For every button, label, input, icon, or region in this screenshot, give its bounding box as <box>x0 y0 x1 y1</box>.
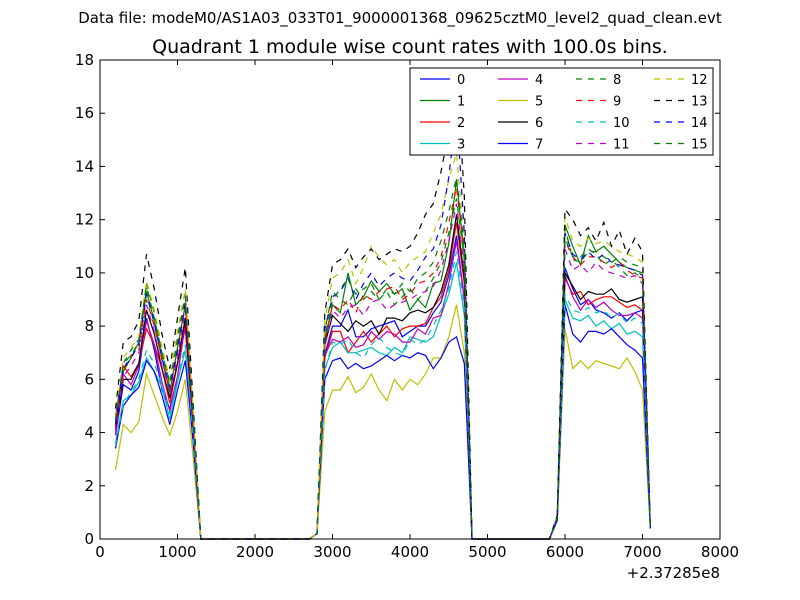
legend-label-2: 2 <box>457 116 465 131</box>
series-lines <box>114 70 651 540</box>
series-line-14 <box>114 107 651 540</box>
series-line-10 <box>114 251 651 540</box>
y-tick-label: 8 <box>84 317 94 335</box>
series-line-7 <box>114 304 651 540</box>
figure-suptitle: Data file: modeM0/AS1A03_033T01_90000013… <box>78 9 722 27</box>
chart-title: Quadrant 1 module wise count rates with … <box>152 36 668 58</box>
legend-label-8: 8 <box>613 73 621 88</box>
x-tick-label: 4000 <box>391 543 429 561</box>
series-line-13 <box>114 70 651 540</box>
legend-label-5: 5 <box>535 95 543 110</box>
x-tick-label: 6000 <box>546 543 584 561</box>
y-tick-label: 2 <box>84 477 94 495</box>
legend-label-7: 7 <box>535 138 543 153</box>
legend-label-4: 4 <box>535 73 543 88</box>
x-tick-label: 3000 <box>313 543 351 561</box>
legend-label-6: 6 <box>535 116 543 131</box>
y-tick-label: 12 <box>75 211 94 229</box>
x-tick-label: 2000 <box>236 543 274 561</box>
legend-label-3: 3 <box>457 138 465 153</box>
series-line-3 <box>114 262 651 540</box>
series-line-4 <box>114 240 651 540</box>
x-tick-label: 8000 <box>701 543 739 561</box>
legend-label-15: 15 <box>691 138 708 153</box>
legend-label-13: 13 <box>691 95 708 110</box>
legend-label-12: 12 <box>691 73 708 88</box>
axis-ticks: 0 1000 2000 3000 4000 5000 6000 7000 80000246810… <box>75 51 739 561</box>
y-tick-label: 10 <box>75 264 94 282</box>
x-tick-label: 5000 <box>468 543 506 561</box>
x-tick-label: 0 <box>95 543 105 561</box>
y-tick-label: 4 <box>84 424 94 442</box>
legend-label-11: 11 <box>613 138 630 153</box>
legend-label-1: 1 <box>457 95 465 110</box>
legend-label-10: 10 <box>613 116 630 131</box>
x-tick-label: 1000 <box>158 543 196 561</box>
series-line-12 <box>114 152 651 540</box>
y-tick-label: 16 <box>75 104 94 122</box>
legend-label-9: 9 <box>613 95 621 110</box>
series-line-6 <box>114 214 651 540</box>
legend-label-0: 0 <box>457 73 465 88</box>
x-offset-label: +2.37285e8 <box>627 564 720 582</box>
y-tick-label: 18 <box>75 51 94 69</box>
series-line-5 <box>114 304 651 540</box>
y-tick-label: 6 <box>84 370 94 388</box>
legend-label-14: 14 <box>691 116 708 131</box>
y-tick-label: 14 <box>75 157 94 175</box>
legend-frame <box>409 67 714 156</box>
y-tick-label: 0 <box>84 530 94 548</box>
series-line-9 <box>114 187 651 540</box>
series-line-11 <box>114 203 651 540</box>
series-line-8 <box>114 198 651 540</box>
x-tick-label: 7000 <box>623 543 661 561</box>
